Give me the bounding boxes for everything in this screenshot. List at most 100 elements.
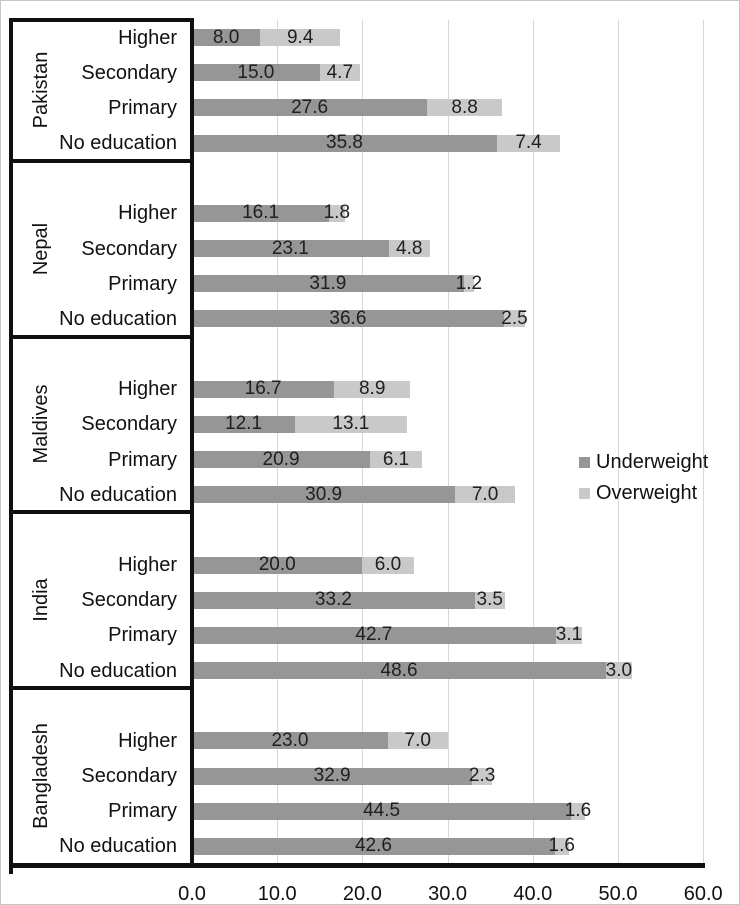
overweight-bar <box>554 837 569 855</box>
x-axis-line <box>9 863 705 868</box>
overweight-value-label: 1.8 <box>323 202 351 224</box>
gridline <box>277 20 279 864</box>
overweight-value-label: 7.4 <box>515 132 542 154</box>
overweight-bar <box>606 662 632 680</box>
underweight-value-label: 8.0 <box>212 26 240 48</box>
gridline <box>362 20 364 864</box>
underweight-bar <box>192 767 473 785</box>
country-label-india: India <box>30 578 52 622</box>
overweight-value-label: 8.9 <box>358 378 386 400</box>
category-label: Higher <box>118 202 177 225</box>
category-label: No education <box>59 307 177 330</box>
underweight-value-label: 15.0 <box>237 61 275 83</box>
underweight-value-label: 27.6 <box>291 96 329 118</box>
x-tick-label: 0.0 <box>178 883 206 905</box>
underweight-value-label: 20.0 <box>258 554 296 576</box>
x-tick-label: 60.0 <box>683 883 723 905</box>
overweight-bar <box>260 29 341 47</box>
underweight-bar <box>192 732 388 750</box>
overweight-bar <box>497 134 561 152</box>
overweight-value-label: 2.3 <box>468 765 496 787</box>
overweight-value-label: 2.5 <box>501 307 528 329</box>
underweight-bar <box>192 556 363 574</box>
overweight-bar <box>370 451 423 469</box>
category-label: Higher <box>118 26 177 49</box>
underweight-bar <box>192 204 330 222</box>
x-tick-label: 50.0 <box>598 883 638 905</box>
overweight-bar <box>555 626 583 644</box>
underweight-bar <box>192 380 335 398</box>
overweight-bar <box>455 486 515 504</box>
underweight-value-label: 23.0 <box>271 729 309 751</box>
underweight-value-label: 48.6 <box>380 659 418 681</box>
label-box-top-border <box>9 18 194 22</box>
overweight-bar <box>387 732 448 750</box>
x-tick-label: 20.0 <box>342 883 382 905</box>
legend-label: Overweight <box>596 482 698 504</box>
underweight-bar <box>192 64 320 82</box>
overweight-bar <box>329 204 345 222</box>
underweight-bar <box>192 99 428 117</box>
overweight-value-label: 4.8 <box>396 237 423 259</box>
overweight-value-label: 6.1 <box>382 448 410 470</box>
category-label: No education <box>59 659 177 682</box>
underweight-value-label: 42.6 <box>354 835 392 857</box>
overweight-bar <box>463 275 474 293</box>
category-label: Higher <box>118 554 177 577</box>
category-label: Secondary <box>81 413 177 436</box>
overweight-value-label: 1.6 <box>564 800 592 822</box>
underweight-value-label: 20.9 <box>262 448 300 470</box>
overweight-bar <box>295 415 407 433</box>
overweight-value-label: 7.0 <box>404 729 431 751</box>
overweight-value-label: 3.0 <box>605 659 633 681</box>
overweight-bar <box>503 310 526 328</box>
gridline <box>532 20 534 864</box>
legend-marker-icon <box>579 457 590 468</box>
underweight-value-label: 31.9 <box>309 272 347 294</box>
overweight-value-label: 1.6 <box>548 835 575 857</box>
underweight-bar <box>192 486 456 504</box>
gridline <box>703 20 705 864</box>
underweight-value-label: 44.5 <box>363 800 401 822</box>
overweight-value-label: 6.0 <box>374 554 402 576</box>
category-label: No education <box>59 483 177 506</box>
underweight-bar <box>192 134 498 152</box>
underweight-bar <box>192 591 475 609</box>
legend-marker-icon <box>579 488 590 499</box>
underweight-bar <box>192 837 555 855</box>
underweight-bar <box>192 240 389 258</box>
overweight-bar <box>362 556 414 574</box>
category-label: Higher <box>118 729 177 752</box>
x-tick-label: 10.0 <box>257 883 297 905</box>
underweight-bar <box>192 451 371 469</box>
category-label: Primary <box>108 800 177 823</box>
x-tick-label: 40.0 <box>513 883 553 905</box>
overweight-value-label: 8.8 <box>451 96 478 118</box>
country-label-pakistan: Pakistan <box>30 51 52 129</box>
overweight-value-label: 9.4 <box>286 26 314 48</box>
category-label: Primary <box>108 272 177 295</box>
overweight-value-label: 1.2 <box>455 272 483 294</box>
section-divider <box>9 334 194 339</box>
category-label: Higher <box>118 378 177 401</box>
category-label: Secondary <box>81 765 177 788</box>
underweight-bar <box>192 626 556 644</box>
overweight-bar <box>571 802 585 820</box>
overweight-value-label: 4.7 <box>326 61 354 83</box>
category-label: No education <box>59 132 177 155</box>
legend-item-overweight: Overweight <box>579 482 697 505</box>
gridline <box>447 20 449 864</box>
legend-label: Underweight <box>596 451 709 473</box>
underweight-bar <box>192 310 504 328</box>
section-divider <box>9 510 194 515</box>
underweight-value-label: 35.8 <box>326 132 363 154</box>
country-label-maldives: Maldives <box>30 384 52 464</box>
underweight-value-label: 12.1 <box>225 413 263 435</box>
section-divider <box>9 686 194 691</box>
y-axis-line <box>190 18 194 868</box>
underweight-value-label: 30.9 <box>305 483 343 505</box>
underweight-value-label: 33.2 <box>314 589 352 611</box>
overweight-bar <box>472 767 492 785</box>
country-label-bangladesh: Bangladesh <box>30 723 52 829</box>
